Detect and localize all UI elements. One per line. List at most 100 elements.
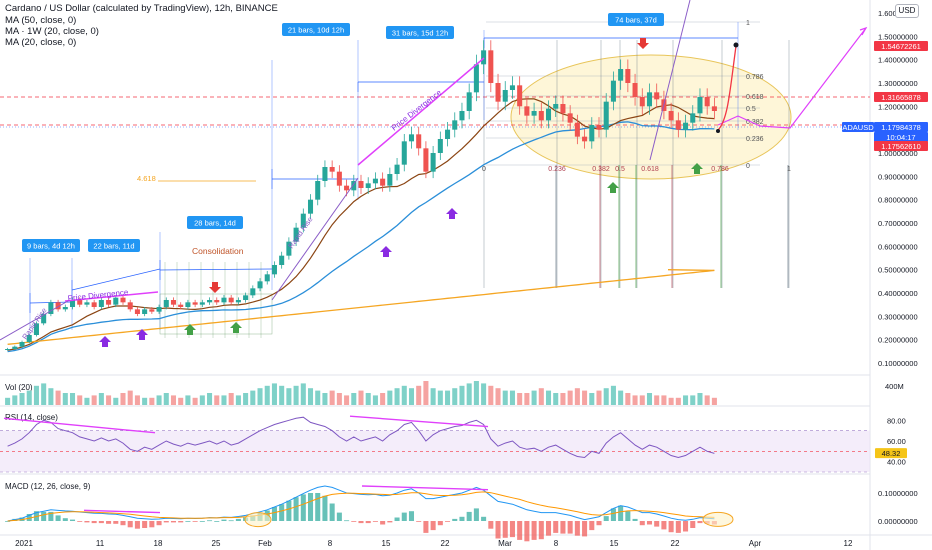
macd-histogram-bar (192, 521, 198, 522)
volume-bar (401, 385, 407, 405)
purple-arrow (380, 246, 392, 257)
currency-button[interactable]: USD (895, 4, 919, 18)
volume-bar (488, 385, 494, 405)
macd-tick: 0.10000000 (878, 489, 918, 498)
macd-histogram-bar (358, 521, 364, 524)
projection-arrowhead (859, 26, 868, 36)
candle-body (387, 174, 393, 186)
volume-bar (408, 388, 415, 405)
macd-histogram-bar (481, 516, 487, 521)
volume-bar (387, 390, 393, 405)
volume-bar (170, 395, 177, 405)
macd-histogram-bar (113, 521, 119, 524)
volume-bar (639, 395, 645, 405)
volume-bar (351, 393, 357, 405)
volume-bar (452, 388, 458, 405)
macd-histogram-bar (646, 521, 653, 525)
macd-histogram-bar (293, 497, 299, 521)
macd-histogram-bar (322, 495, 328, 521)
candle-body (134, 309, 140, 314)
candle-body (199, 302, 205, 305)
candle-body (344, 185, 350, 191)
volume-bar (675, 397, 681, 405)
candle-body (106, 300, 112, 305)
macd-cross-marker (244, 512, 272, 528)
macd-histogram-bar (329, 503, 335, 521)
price-tick-label: 0.40000000 (878, 289, 918, 298)
macd-histogram-bar (445, 521, 451, 522)
volume-bar (156, 395, 162, 405)
measure-box (608, 13, 664, 26)
projection-path (717, 27, 867, 129)
volume-bar (207, 393, 213, 405)
macd-histogram-bar (531, 521, 537, 540)
price-label: 1.54672261 (881, 42, 921, 51)
candle-body (257, 281, 263, 289)
candle-body (646, 92, 653, 107)
volume-bar (704, 395, 710, 405)
volume-bar (531, 390, 537, 405)
measure-range-line (71, 268, 161, 291)
candle-body (91, 302, 97, 307)
ma-weekly-extension (667, 269, 715, 272)
candle-body (221, 297, 227, 303)
measure-range-line (159, 268, 273, 271)
candle-body (113, 297, 119, 305)
macd-divergence-2 (361, 485, 489, 491)
candle-body (488, 50, 494, 83)
fib-time-label: 1 (787, 166, 791, 173)
macd-histogram-bar (387, 521, 393, 523)
measure-box (88, 239, 140, 252)
candle-body (293, 227, 299, 242)
fib-extension-label: 4.618 (137, 174, 156, 183)
candle-body (711, 106, 717, 111)
macd-histogram-bar (149, 521, 155, 528)
x-tick-label: 18 (154, 539, 163, 548)
candle-body (315, 181, 321, 200)
macd-histogram-bar (408, 511, 415, 521)
volume-bar (502, 390, 508, 405)
price-tick-label: 0.50000000 (878, 266, 918, 275)
rsi-divergence-1 (3, 417, 156, 434)
macd-histogram-bar (459, 516, 465, 521)
volume-bar (517, 393, 523, 405)
macd-histogram-bar (618, 505, 624, 521)
rsi-line (7, 416, 715, 459)
price-tick-label: 0.20000000 (878, 336, 918, 345)
candle-body (300, 213, 306, 228)
candle-body (639, 97, 645, 107)
candle-body (307, 199, 314, 214)
volume-bar (711, 397, 717, 405)
candle-body (495, 83, 501, 102)
macd-histogram-bar (106, 521, 112, 524)
volume-bar (553, 393, 559, 405)
price-tick-label: 0.60000000 (878, 242, 918, 251)
macd-histogram-bar (142, 521, 148, 528)
price-label: 1.17984378 (881, 123, 921, 132)
candle-body (62, 307, 68, 310)
price-label-bg (874, 141, 928, 151)
price-tick-label: 0.80000000 (878, 196, 918, 205)
purple-arrow (446, 208, 458, 219)
candle-body (668, 111, 674, 121)
volume-bar (120, 393, 126, 405)
candle-body (19, 342, 25, 347)
red-arrow (209, 282, 221, 293)
x-tick-label: Apr (749, 539, 762, 548)
macd-histogram-bar (524, 521, 530, 542)
candle-body (84, 302, 90, 305)
candle-body (459, 111, 465, 121)
volume-bar (91, 395, 97, 405)
candle-body (574, 122, 580, 137)
macd-histogram-bar (185, 521, 191, 522)
volume-bar (315, 390, 321, 405)
price-label: 1.17562610 (881, 142, 921, 151)
price-label-bg (874, 92, 928, 102)
candle-body (163, 300, 169, 307)
price-label-bg (842, 122, 874, 132)
candle-body (582, 136, 588, 142)
macd-histogram-bar (279, 504, 285, 521)
volume-bar (481, 383, 487, 405)
measure-box-label: 28 bars, 14d (194, 219, 236, 228)
